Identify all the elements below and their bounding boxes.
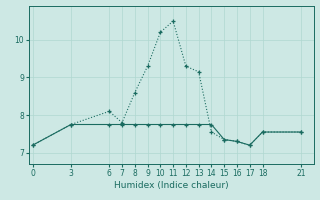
- X-axis label: Humidex (Indice chaleur): Humidex (Indice chaleur): [114, 181, 228, 190]
